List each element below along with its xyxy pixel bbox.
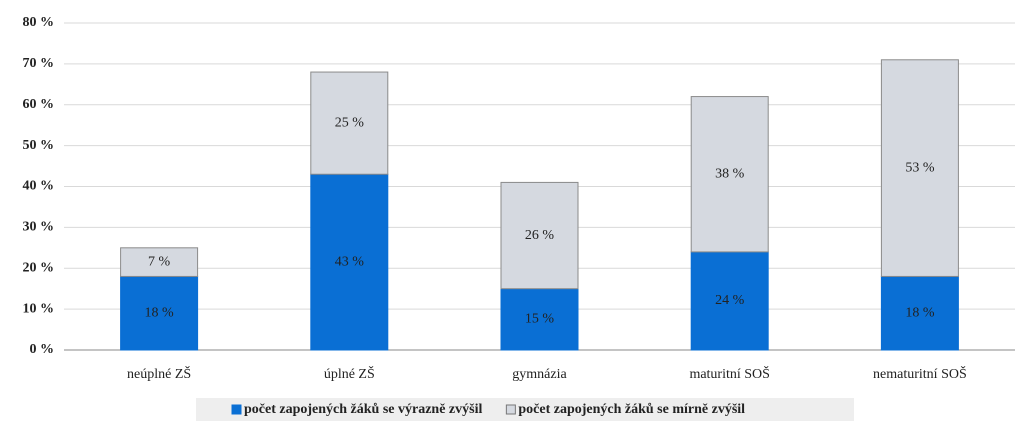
x-tick-label: neúplné ZŠ xyxy=(127,365,191,382)
y-tick-label: 50 % xyxy=(23,138,55,153)
value-label: 25 % xyxy=(335,115,365,130)
x-tick-label: nematuritní SOŠ xyxy=(873,365,967,382)
value-label: 18 % xyxy=(145,305,175,320)
y-tick-label: 0 % xyxy=(30,342,55,357)
legend-swatch xyxy=(505,404,516,415)
y-tick-label: 30 % xyxy=(23,220,55,235)
value-label: 18 % xyxy=(905,305,935,320)
legend-swatch xyxy=(231,404,242,415)
bar-segment xyxy=(500,181,579,290)
y-tick-label: 70 % xyxy=(23,56,55,71)
bar-segment xyxy=(880,275,959,351)
y-tick-label: 10 % xyxy=(23,301,55,316)
x-tick-label: úplné ZŠ xyxy=(324,365,375,382)
y-tick-label: 40 % xyxy=(23,179,55,194)
value-label: 38 % xyxy=(715,166,745,181)
y-tick-label: 20 % xyxy=(23,260,55,275)
x-tick-label: gymnázia xyxy=(512,367,567,382)
value-label: 7 % xyxy=(148,254,171,269)
bar-segment xyxy=(310,71,389,175)
bar-segment xyxy=(880,59,959,277)
bar-segment xyxy=(310,173,389,351)
value-label: 43 % xyxy=(335,254,365,269)
value-label: 26 % xyxy=(525,228,555,243)
value-label: 53 % xyxy=(905,160,935,175)
bar-segment xyxy=(120,275,199,351)
legend-label: počet zapojených žáků se mírně zvýšil xyxy=(518,402,745,417)
value-label: 24 % xyxy=(715,293,745,308)
bar-segment xyxy=(690,96,769,253)
x-tick-label: maturitní SOŠ xyxy=(689,365,770,382)
bar-segment xyxy=(120,247,199,277)
bar-segment xyxy=(500,288,579,351)
y-tick-label: 80 % xyxy=(23,15,55,30)
y-tick-label: 60 % xyxy=(23,97,55,112)
value-label: 15 % xyxy=(525,312,555,327)
legend-background xyxy=(196,398,854,421)
legend-label: počet zapojených žáků se výrazně zvýšil xyxy=(244,402,482,417)
